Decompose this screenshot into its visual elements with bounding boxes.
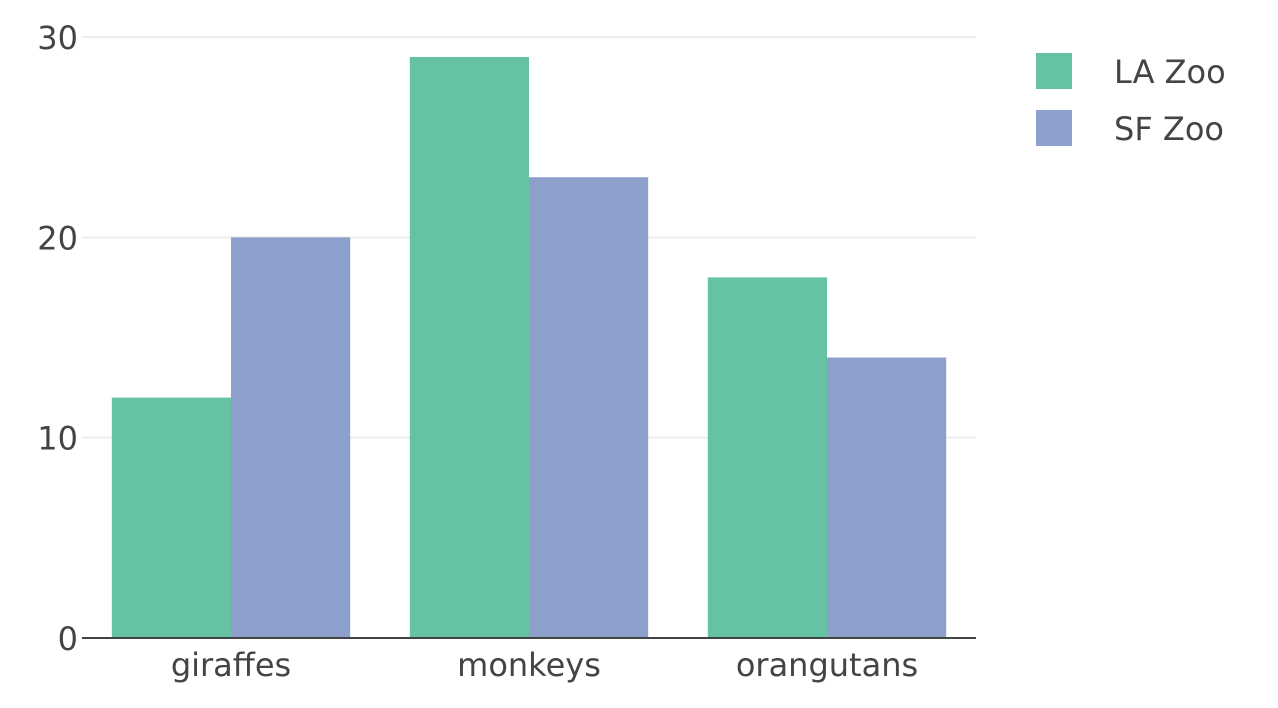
bar-la-zoo-orangutans[interactable] — [707, 277, 827, 638]
y-tick-label-10: 10 — [37, 420, 78, 458]
legend-label: SF Zoo — [1114, 110, 1224, 148]
bar-sf-zoo-orangutans[interactable] — [827, 357, 947, 638]
legend-item-la-zoo[interactable]: LA Zoo — [1036, 53, 1226, 91]
bar-sf-zoo-monkeys[interactable] — [529, 177, 649, 638]
bar-sf-zoo-giraffes[interactable] — [231, 237, 351, 639]
y-tick-label-30: 30 — [37, 19, 78, 57]
x-axis-tick-labels: giraffes monkeys orangutans — [171, 646, 918, 684]
bar-la-zoo-monkeys[interactable] — [409, 57, 529, 639]
legend-swatch — [1036, 53, 1072, 89]
bars — [111, 57, 947, 639]
y-tick-label-0: 0 — [58, 620, 78, 658]
legend-item-sf-zoo[interactable]: SF Zoo — [1036, 110, 1224, 148]
y-axis-tick-labels: 0 10 20 30 — [37, 19, 78, 658]
legend-label: LA Zoo — [1114, 53, 1226, 91]
legend-swatch — [1036, 110, 1072, 146]
y-tick-label-20: 20 — [37, 219, 78, 257]
bar-la-zoo-giraffes[interactable] — [111, 397, 231, 638]
x-tick-label-giraffes: giraffes — [171, 646, 291, 684]
x-tick-label-orangutans: orangutans — [736, 646, 918, 684]
x-tick-label-monkeys: monkeys — [457, 646, 601, 684]
legend[interactable]: LA Zoo SF Zoo — [1036, 53, 1226, 148]
